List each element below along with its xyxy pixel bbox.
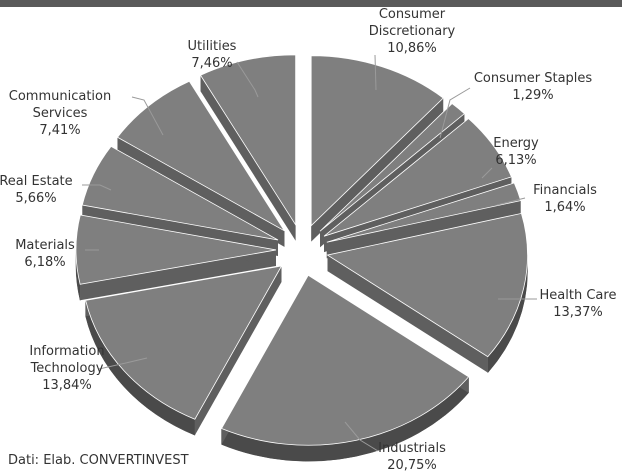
- pie-slice-utilities: [199, 54, 297, 241]
- slice-category-label: Consumer: [379, 7, 446, 22]
- slice-category-label: Consumer Staples: [474, 71, 593, 86]
- slice-value-label: 1,64%: [544, 200, 585, 215]
- pie-slice-industrials: [220, 274, 470, 462]
- pie-slice-materials: [75, 214, 277, 301]
- slice-label-materials: Materials 6,18%: [15, 238, 99, 270]
- slice-label-information-technology: Information Technology 13,84%: [29, 344, 148, 393]
- pie-slice-health-care: [326, 212, 528, 374]
- slice-label-health-care: Health Care 13,37%: [498, 288, 616, 320]
- slice-category-label: Energy: [493, 136, 539, 151]
- slice-value-label: 7,41%: [39, 123, 80, 138]
- slice-label-consumer-discretionary: Consumer Discretionary 10,86%: [369, 7, 456, 91]
- slice-value-label: 10,86%: [387, 41, 437, 56]
- slice-category-label: Technology: [30, 361, 104, 376]
- pie-slice-information-technology: [85, 265, 283, 436]
- leader-line: [131, 96, 164, 136]
- slice-label-real-estate: Real Estate 5,66%: [0, 174, 112, 206]
- slice-category-label: Industrials: [378, 441, 446, 456]
- slice-label-consumer-staples: Consumer Staples 1,29%: [439, 71, 593, 139]
- slice-label-utilities: Utilities 7,46%: [188, 39, 259, 98]
- leader-line: [481, 167, 493, 179]
- slice-value-label: 20,75%: [387, 458, 437, 471]
- slice-label-industrials: Industrials 20,75%: [344, 421, 446, 471]
- slice-value-label: 5,66%: [15, 191, 56, 206]
- slice-category-label: Health Care: [540, 288, 617, 303]
- slice-category-label: Utilities: [188, 39, 237, 54]
- pie-slice-financials: [326, 182, 522, 259]
- slice-category-label: Information: [29, 344, 104, 359]
- slice-label-communication-services: Communication Services 7,41%: [9, 89, 164, 138]
- slice-category-label: Services: [33, 106, 88, 121]
- pie-slice-communication-services: [116, 80, 285, 247]
- top-bar: [0, 0, 622, 7]
- slice-value-label: 6,13%: [495, 153, 536, 168]
- leader-line: [82, 184, 112, 191]
- leader-line: [344, 421, 379, 452]
- slice-category-label: Discretionary: [369, 24, 456, 39]
- leader-line: [496, 197, 526, 206]
- source-note: Dati: Elab. CONVERTINVEST: [8, 453, 189, 468]
- slice-label-energy: Energy 6,13%: [481, 136, 539, 179]
- slice-category-label: Materials: [15, 238, 75, 253]
- slice-category-label: Financials: [533, 183, 597, 198]
- slice-category-label: Communication: [9, 89, 111, 104]
- slice-value-label: 1,29%: [512, 88, 553, 103]
- leader-line: [374, 54, 377, 91]
- slice-label-financials: Financials 1,64%: [496, 183, 597, 215]
- leader-line: [98, 357, 148, 370]
- leader-line: [439, 87, 471, 139]
- slice-value-label: 13,84%: [42, 378, 92, 393]
- pie-slice-consumer-discretionary: [310, 55, 444, 242]
- slice-value-label: 13,37%: [553, 305, 603, 320]
- leader-line: [236, 61, 259, 98]
- slice-value-label: 6,18%: [24, 255, 65, 270]
- slice-category-label: Real Estate: [0, 174, 73, 189]
- slice-value-label: 7,46%: [191, 56, 232, 71]
